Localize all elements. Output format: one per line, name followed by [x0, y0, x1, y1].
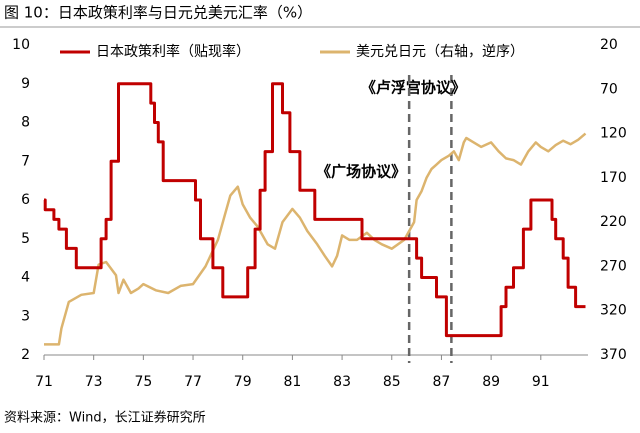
x-tick-label: 81: [283, 374, 301, 390]
y2-tick-label: 120: [600, 126, 627, 142]
y-tick-label: 9: [21, 76, 30, 92]
legend-label: 美元兑日元（右轴，逆序）: [356, 44, 524, 60]
series-line: [44, 132, 587, 346]
y-tick-label: 4: [21, 270, 30, 286]
x-tick-label: 87: [433, 374, 451, 390]
x-tick-label: 89: [482, 374, 500, 390]
y2-tick-label: 320: [600, 303, 627, 319]
x-tick-label: 83: [333, 374, 351, 390]
legend-label: 日本政策利率（贴现率）: [96, 43, 250, 60]
x-tick-label: 71: [35, 374, 53, 390]
chart-title: 图 10：日本政策利率与日元兑美元汇率（%）: [4, 4, 312, 22]
y2-tick-label: 220: [600, 214, 627, 230]
x-tick-label: 73: [85, 374, 103, 390]
y-tick-label: 10: [12, 37, 30, 53]
x-tick-label: 85: [383, 374, 401, 390]
x-tick-label: 75: [134, 374, 152, 390]
x-tick-label: 79: [234, 374, 252, 390]
annotation: 《广场协议》: [316, 163, 406, 181]
y-tick-label: 5: [21, 231, 30, 247]
y-tick-label: 8: [21, 115, 30, 131]
y-tick-label: 6: [21, 192, 30, 208]
y2-tick-label: 170: [600, 170, 627, 186]
annotation: 《卢浮宫协议》: [361, 79, 466, 97]
series-line: [43, 82, 586, 338]
y2-tick-label: 70: [600, 81, 618, 97]
y2-tick-label: 20: [600, 37, 618, 53]
y2-tick-label: 370: [600, 347, 627, 363]
x-tick-label: 77: [184, 374, 202, 390]
y-tick-label: 3: [21, 308, 30, 324]
x-tick-label: 91: [532, 374, 550, 390]
source-note: 资料来源：Wind，长江证券研究所: [4, 410, 206, 426]
y2-tick-label: 270: [600, 258, 627, 274]
y-tick-label: 2: [21, 347, 30, 363]
y-tick-label: 7: [21, 153, 30, 169]
